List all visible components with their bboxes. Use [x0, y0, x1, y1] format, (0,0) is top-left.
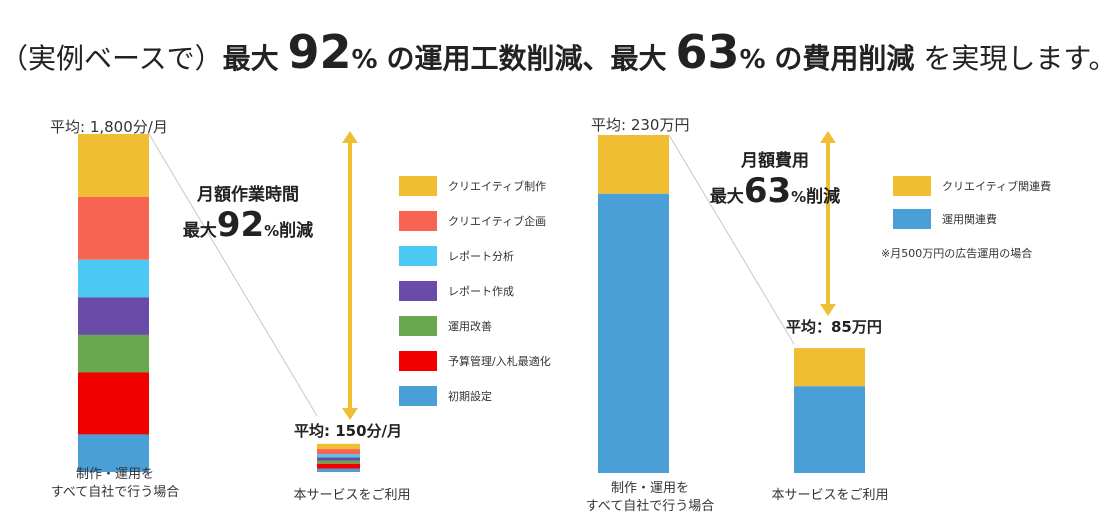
headline-suffix: を実現します。: [923, 42, 1111, 75]
left-callout-prefix: 最大: [182, 221, 217, 241]
right-callout-num: 63: [743, 171, 792, 211]
left-legend-label: 初期設定: [448, 390, 492, 403]
left-connector-line: [148, 133, 318, 417]
right-caption-after: 本サービスをご利用: [771, 488, 889, 503]
left-legend-label: レポート作成: [448, 285, 514, 298]
left-legend-label: レポート分析: [448, 250, 514, 263]
left-caption-before: 制作・運用を すべて自社で行う場合: [40, 466, 190, 502]
right-bar-before-segment-2: [598, 193, 669, 474]
left-bar-after-segment-4: [317, 457, 360, 461]
headline-part1: 最大: [222, 42, 279, 75]
left-legend-swatch: [399, 211, 437, 231]
left-legend-swatch: [399, 176, 437, 196]
right-callout-pct: %: [791, 188, 807, 206]
headline-num1: 92: [287, 25, 352, 79]
left-legend-label: 運用改善: [448, 320, 492, 333]
left-bar-after-segment-6: [317, 463, 360, 469]
left-bar-before-segment-3: [78, 259, 149, 298]
right-legend-swatch: [893, 176, 931, 196]
left-bar-before-segment-7: [78, 434, 149, 472]
left-legend-swatch: [399, 316, 437, 336]
right-caption-before: 制作・運用を すべて自社で行う場合: [570, 480, 730, 516]
headline-pct1: %: [351, 45, 378, 75]
left-callout-num: 92: [216, 205, 265, 245]
left-callout-pct: %: [264, 222, 280, 240]
right-callout-prefix: 最大: [709, 187, 744, 207]
right-legend-label: クリエイティブ関連費: [942, 180, 1052, 193]
left-callout-value: 最大92%削減: [178, 205, 318, 245]
right-note: ※月500万円の広告運用の場合: [881, 247, 1033, 260]
right-arrow-head-bottom: [820, 304, 836, 316]
left-caption-before-line1: 制作・運用を: [75, 467, 154, 482]
left-bar-before-segment-6: [78, 372, 149, 435]
right-bar-after-segment-2: [794, 386, 865, 473]
headline-part2: の運用工数削減、最大: [386, 42, 667, 75]
left-legend-swatch: [399, 351, 437, 371]
left-caption-after: 本サービスをご利用: [293, 488, 411, 503]
right-legend-swatch: [893, 209, 931, 229]
right-caption-before-line2: すべて自社で行う場合: [585, 499, 715, 514]
headline-prefix: （実例ベースで）: [0, 42, 223, 75]
left-bar-before-segment-2: [78, 196, 149, 260]
left-callout-title: 月額作業時間: [197, 185, 299, 205]
left-legend-swatch: [399, 281, 437, 301]
left-bar-after-segment-7: [317, 468, 360, 472]
left-bar-after-segment-5: [317, 460, 360, 464]
right-callout-suffix: 削減: [806, 187, 841, 207]
headline: （実例ベースで）最大 92% の運用工数削減、最大 63% の費用削減 を実現し…: [0, 22, 1111, 90]
right-callout-value: 最大63%削減: [705, 171, 845, 211]
left-legend-label: クリエイティブ制作: [448, 180, 547, 193]
left-legend-swatch: [399, 386, 437, 406]
left-bar-before-segment-1: [78, 134, 149, 197]
right-bar-before-segment-1: [598, 135, 669, 194]
left-bar-after-segment-3: [317, 454, 360, 458]
right-connector-line: [668, 134, 795, 345]
right-avg-after: 平均：85万円: [786, 318, 882, 336]
right-callout-title: 月額費用: [741, 151, 809, 171]
left-bar-after-segment-1: [317, 443, 360, 450]
left-callout-suffix: 削減: [279, 221, 314, 241]
left-callout: 月額作業時間 最大92%削減: [178, 180, 318, 245]
left-arrow-head-top: [342, 131, 358, 143]
right-avg-before: 平均: 230万円: [591, 116, 690, 134]
right-caption-before-line1: 制作・運用を: [610, 481, 689, 496]
left-bar-before-segment-4: [78, 297, 149, 335]
left-caption-before-line2: すべて自社で行う場合: [50, 485, 180, 500]
left-avg-before: 平均: 1,800分/月: [50, 118, 168, 136]
left-legend-label: クリエイティブ企画: [448, 215, 547, 228]
headline-num2: 63: [675, 25, 740, 79]
left-bar-after-segment-2: [317, 449, 360, 455]
right-legend-label: 運用関連費: [942, 213, 997, 226]
right-callout: 月額費用 最大63%削減: [705, 146, 845, 211]
headline-pct2: %: [739, 45, 766, 75]
left-legend-label: 予算管理/入札最適化: [448, 355, 551, 368]
left-legend-swatch: [399, 246, 437, 266]
left-bar-before-segment-5: [78, 334, 149, 373]
right-arrow-head-top: [820, 131, 836, 143]
right-bar-after-segment-1: [794, 348, 865, 387]
left-avg-after: 平均: 150分/月: [294, 422, 403, 440]
headline-part3: の費用削減: [774, 42, 915, 75]
left-arrow-head-bottom: [342, 408, 358, 420]
